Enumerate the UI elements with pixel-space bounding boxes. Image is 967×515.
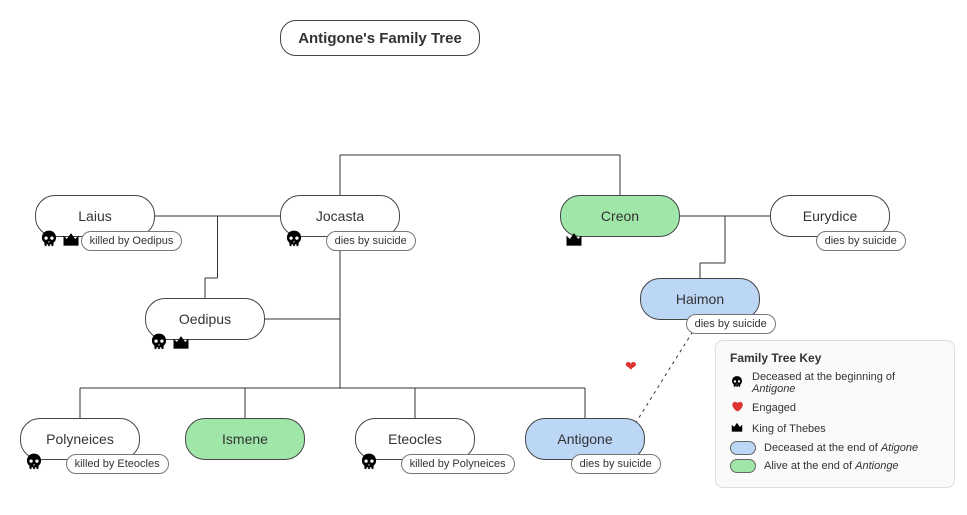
legend-text: King of Thebes — [752, 423, 826, 435]
person-label: Haimon — [676, 291, 724, 307]
legend-item: Alive at the end of Antionge — [730, 459, 940, 473]
person-note: dies by suicide — [571, 454, 661, 474]
person-label: Ismene — [222, 431, 268, 447]
crown-icon — [171, 332, 191, 357]
person-note: killed by Polyneices — [401, 454, 515, 474]
legend-title: Family Tree Key — [730, 351, 940, 365]
legend-swatch — [730, 459, 756, 473]
person-label: Eurydice — [803, 208, 857, 224]
legend-text: Deceased at the beginning of Antigone — [752, 371, 940, 395]
legend-item: King of Thebes — [730, 420, 940, 437]
diagram-title-text: Antigone's Family Tree — [298, 30, 462, 47]
person-icons — [149, 332, 191, 357]
diagram-title: Antigone's Family Tree — [280, 20, 480, 56]
skull-icon — [149, 332, 169, 357]
skull-icon — [730, 375, 744, 392]
person-label: Creon — [601, 208, 639, 224]
person-label: Polyneices — [46, 431, 114, 447]
person-label: Oedipus — [179, 311, 231, 327]
person-note: dies by suicide — [686, 314, 776, 334]
person-icons — [359, 452, 379, 477]
legend-text: Alive at the end of Antionge — [764, 460, 899, 472]
legend-item: Engaged — [730, 399, 940, 416]
skull-icon — [39, 229, 59, 254]
person-label: Eteocles — [388, 431, 442, 447]
legend-swatch — [730, 441, 756, 455]
person-note: killed by Oedipus — [81, 231, 183, 251]
person-label: Antigone — [557, 431, 612, 447]
legend-item: Deceased at the end of Atigone — [730, 441, 940, 455]
crown-icon — [564, 229, 584, 254]
person-label: Jocasta — [316, 208, 364, 224]
crown-icon — [61, 229, 81, 254]
legend-panel: Family Tree Key Deceased at the beginnin… — [715, 340, 955, 488]
legend-item: Deceased at the beginning of Antigone — [730, 371, 940, 395]
person-ismene: Ismene — [185, 418, 305, 460]
heart-icon: ❤ — [625, 358, 637, 375]
person-icons — [24, 452, 44, 477]
heart-icon — [730, 399, 744, 416]
skull-icon — [24, 452, 44, 477]
person-note: killed by Eteocles — [66, 454, 169, 474]
person-icons — [39, 229, 81, 254]
person-icons — [284, 229, 304, 254]
skull-icon — [284, 229, 304, 254]
person-note: dies by suicide — [326, 231, 416, 251]
person-label: Laius — [78, 208, 111, 224]
person-icons — [564, 229, 584, 254]
skull-icon — [359, 452, 379, 477]
person-note: dies by suicide — [816, 231, 906, 251]
legend-text: Engaged — [752, 402, 796, 414]
legend-text: Deceased at the end of Atigone — [764, 442, 918, 454]
crown-icon — [730, 420, 744, 437]
